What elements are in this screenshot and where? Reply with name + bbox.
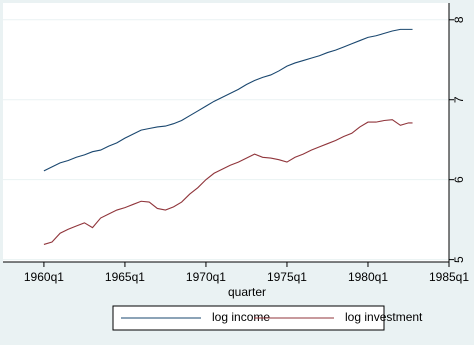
legend-label: log income — [212, 310, 270, 324]
legend-label: log investment — [345, 310, 423, 324]
x-tick-label: 1960q1 — [24, 270, 64, 284]
x-tick-label: 1975q1 — [267, 270, 307, 284]
y-tick-label: 5 — [452, 256, 466, 263]
x-tick-label: 1970q1 — [186, 270, 226, 284]
y-tick-label: 6 — [452, 176, 466, 183]
y-tick-label: 8 — [452, 16, 466, 23]
x-tick-label: 1965q1 — [105, 270, 145, 284]
y-tick-label: 7 — [452, 96, 466, 103]
line-series — [43, 28, 413, 172]
plot-area — [3, 3, 449, 262]
line-series — [43, 119, 413, 245]
x-tick-label: 1980q1 — [348, 270, 388, 284]
x-axis-title: quarter — [228, 285, 266, 299]
x-tick-label: 1985q1 — [429, 270, 469, 284]
